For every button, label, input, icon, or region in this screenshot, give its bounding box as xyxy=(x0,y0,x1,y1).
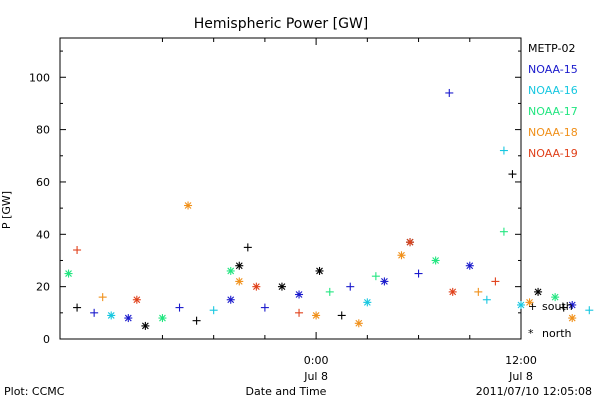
plot-credit: Plot: CCMC xyxy=(4,385,65,398)
point-noaa-16-south xyxy=(585,306,594,315)
point-noaa-15-north xyxy=(380,277,389,286)
marker-symbol: * xyxy=(528,327,534,340)
y-tick-label: 0 xyxy=(43,333,50,346)
point-metp-02-south xyxy=(337,311,346,320)
point-noaa-15-north xyxy=(295,290,304,299)
point-noaa-18-north xyxy=(525,298,534,307)
legend-item: NOAA-15 xyxy=(528,63,578,76)
y-axis-label: P [GW] xyxy=(0,191,13,229)
point-noaa-19-north xyxy=(252,282,261,291)
point-noaa-17-north xyxy=(64,269,73,278)
y-axis: 0 20 40 60 80 100 xyxy=(29,50,521,346)
point-noaa-15-south xyxy=(346,282,355,291)
point-noaa-19-south xyxy=(295,308,304,317)
point-metp-02-south xyxy=(559,303,568,312)
point-noaa-18-north xyxy=(235,277,244,286)
x-axis-label: Date and Time xyxy=(246,385,327,398)
point-noaa-17-north xyxy=(551,293,560,302)
point-noaa-19-north xyxy=(132,295,141,304)
point-noaa-15-south xyxy=(90,308,99,317)
point-noaa-15-south xyxy=(260,303,269,312)
y-tick-label: 60 xyxy=(36,176,50,189)
y-tick-label: 40 xyxy=(36,228,50,241)
legend: METP-02 NOAA-15 NOAA-16 NOAA-17 NOAA-18 NOAA-… xyxy=(528,42,578,160)
point-noaa-16-north xyxy=(107,311,116,320)
point-metp-02-south xyxy=(192,316,201,325)
point-noaa-15-north xyxy=(568,300,577,309)
point-noaa-15-north xyxy=(465,261,474,270)
point-noaa-19-north xyxy=(406,238,415,247)
plot-frame xyxy=(59,37,522,340)
point-noaa-15-south xyxy=(445,88,454,97)
point-metp-02-south xyxy=(243,243,252,252)
point-noaa-17-north xyxy=(431,256,440,265)
point-noaa-18-north xyxy=(312,311,321,320)
point-noaa-19-south xyxy=(491,277,500,286)
point-metp-02-north xyxy=(315,266,324,275)
point-noaa-16-north xyxy=(363,298,372,307)
point-metp-02-south xyxy=(508,170,517,179)
point-metp-02-south xyxy=(73,303,82,312)
point-noaa-17-south xyxy=(499,227,508,236)
point-noaa-18-north xyxy=(568,314,577,323)
point-noaa-17-north xyxy=(226,266,235,275)
point-noaa-15-south xyxy=(175,303,184,312)
point-noaa-18-south xyxy=(474,287,483,296)
marker-legend: + south * north xyxy=(528,300,573,340)
point-noaa-16-north xyxy=(517,300,525,309)
point-noaa-19-south xyxy=(73,246,82,255)
point-noaa-18-north xyxy=(397,251,406,260)
data-markers xyxy=(64,88,594,330)
plot-timestamp: 2011/07/10 12:05:08 xyxy=(476,385,592,398)
chart-title: Hemispheric Power [GW] xyxy=(194,16,369,32)
x-tick-time-label: 12:00 xyxy=(505,354,537,367)
y-tick-label: 20 xyxy=(36,281,50,294)
marker-symbol: + xyxy=(528,300,537,313)
point-noaa-18-north xyxy=(354,319,363,328)
legend-item: NOAA-17 xyxy=(528,105,578,118)
point-noaa-15-south xyxy=(414,269,423,278)
point-noaa-18-south xyxy=(98,293,107,302)
point-metp-02-north xyxy=(141,321,150,330)
legend-item: NOAA-19 xyxy=(528,147,578,160)
point-metp-02-north xyxy=(277,282,286,291)
x-tick-time-label: 0:00 xyxy=(304,354,329,367)
point-noaa-17-north xyxy=(158,314,167,323)
legend-item: NOAA-16 xyxy=(528,84,578,97)
legend-item: NOAA-18 xyxy=(528,126,578,139)
point-metp-02-north xyxy=(235,261,244,270)
y-tick-label: 100 xyxy=(29,71,50,84)
marker-label: south xyxy=(542,300,573,313)
point-noaa-17-south xyxy=(325,287,334,296)
x-tick-date-label: Jul 8 xyxy=(508,370,533,383)
marker-label: north xyxy=(542,327,572,340)
point-noaa-17-south xyxy=(371,272,380,281)
y-tick-label: 80 xyxy=(36,124,50,137)
point-noaa-15-north xyxy=(226,295,235,304)
x-tick-date-label: Jul 8 xyxy=(303,370,328,383)
point-noaa-16-south xyxy=(499,146,508,155)
point-noaa-15-north xyxy=(124,314,133,323)
point-metp-02-north xyxy=(534,287,543,296)
point-noaa-19-north xyxy=(448,287,457,296)
point-noaa-16-south xyxy=(482,295,491,304)
point-noaa-18-north xyxy=(184,201,193,210)
point-noaa-16-south xyxy=(209,306,218,315)
legend-item: METP-02 xyxy=(528,42,576,55)
